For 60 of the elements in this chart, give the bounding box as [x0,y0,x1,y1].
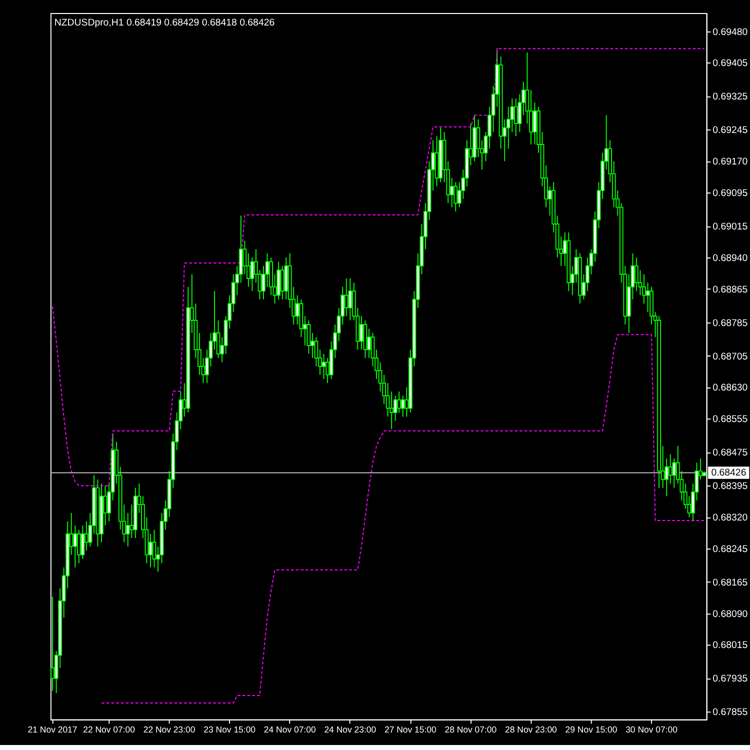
y-tick-label: 0.68320 [712,512,748,524]
candlestick [360,316,364,350]
candlestick [280,265,284,300]
candlestick [514,98,518,137]
candlestick [306,320,311,354]
y-tick-label: 0.69095 [712,188,748,200]
x-tick-label: 28 Nov 07:00 [444,724,497,734]
y-tick-label: 0.68555 [712,414,748,426]
candlestick [646,282,650,312]
x-tick-label: 22 Nov 23:00 [143,724,196,734]
y-tick-label: 0.68705 [712,351,748,362]
x-tick-label: 22 Nov 07:00 [83,724,136,734]
y-tick-label: 0.68785 [712,318,748,329]
y-tick-label: 0.69325 [712,92,748,103]
y-tick-label: 0.68015 [712,640,748,652]
candlestick [348,278,352,321]
y-tick-label: 0.68630 [712,382,748,394]
candlestick [672,458,676,488]
candlestick [73,525,78,568]
candlestick [454,182,458,212]
candlestick [634,257,638,292]
candlestick [322,353,326,380]
candlestick [367,328,371,359]
y-tick-label: 0.69480 [712,26,748,38]
x-tick-label: 24 Nov 23:00 [324,724,376,734]
y-tick-label: 0.68475 [712,448,748,459]
x-tick-label: 21 Nov 2017 [28,724,78,734]
candlestick [80,525,85,560]
x-tick-label: 28 Nov 23:00 [505,724,558,734]
y-tick-label: 0.69015 [712,222,748,233]
x-tick-label: 24 Nov 07:00 [264,724,316,734]
candlestick [84,520,88,552]
y-tick-label: 0.68865 [712,284,748,296]
candlestick [76,529,81,564]
line-series [52,48,705,486]
x-tick-label: 29 Nov 15:00 [565,724,618,734]
candlestick [148,533,152,568]
candlestick [400,395,405,418]
chart-title: NZDUSDpro,H1 0.68419 0.68429 0.68418 0.68426 [54,18,275,29]
candlestick [532,102,537,145]
y-tick-label: 0.69245 [712,125,748,136]
candlestick [397,391,402,413]
candlestick [152,529,156,568]
y-tick-label: 0.68940 [712,252,748,264]
y-tick-label: 0.68245 [712,544,748,555]
y-tick-label: 0.67935 [712,674,748,685]
line-series [101,334,705,704]
y-tick-label: 0.69170 [712,156,748,168]
candlestick [295,294,300,326]
x-tick-label: 23 Nov 15:00 [204,724,256,734]
x-tick-label: 30 Nov 07:00 [626,724,678,734]
y-tick-label: 0.68165 [712,577,748,588]
y-tick-label: 0.68090 [712,608,748,620]
candlestick [50,596,54,692]
y-tick-label: 0.67855 [712,707,748,718]
x-tick-label: 27 Nov 15:00 [384,724,436,734]
y-tick-label: 0.69405 [712,58,748,70]
y-tick-label: 0.68395 [712,481,748,492]
candlestick [344,278,348,317]
ref-line-label: 0.68426 [711,468,746,479]
